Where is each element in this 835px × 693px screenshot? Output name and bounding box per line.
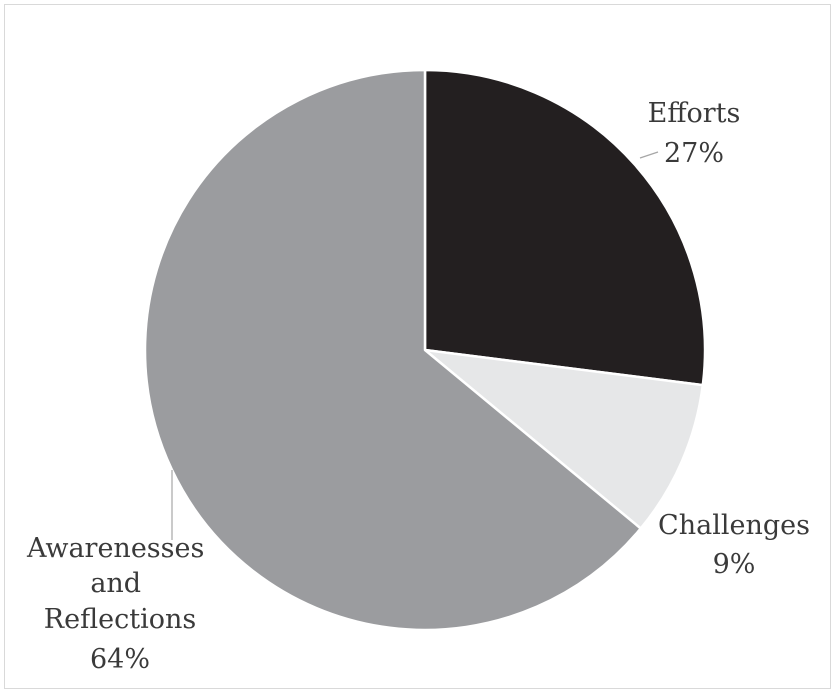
pie-slice-awarenesses [143, 68, 642, 632]
slice-label-efforts: Efforts [648, 98, 741, 129]
slice-label-awarenesses: Awarenesses and Reflections [26, 533, 213, 635]
slice-label-awarenesses-line-1: Awarenesses [26, 533, 204, 564]
slice-label-awarenesses-line-2: and [90, 568, 141, 599]
slice-label-challenges: Challenges [658, 510, 810, 541]
slice-percent-awarenesses: 64% [90, 644, 150, 675]
slice-percent-efforts: 27% [664, 138, 724, 169]
slice-label-awarenesses-line-3: Reflections [44, 604, 196, 635]
leader-line-efforts [639, 151, 659, 159]
pie-slice-challenges [423, 348, 705, 530]
slice-percent-challenges: 9% [713, 549, 756, 580]
pie-slice-efforts [423, 68, 707, 387]
pie-slices [143, 68, 707, 632]
leader-lines [171, 151, 659, 540]
